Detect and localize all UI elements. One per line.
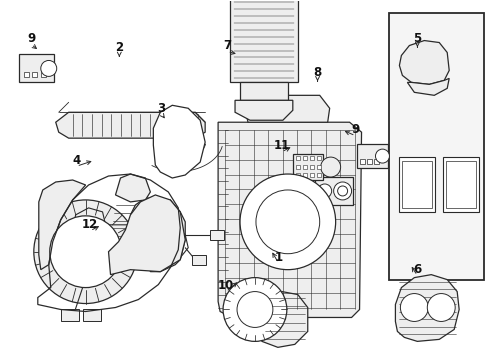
- Bar: [309, 165, 313, 168]
- Bar: [446, 161, 475, 208]
- Circle shape: [337, 186, 347, 196]
- Bar: [192, 255, 206, 265]
- Bar: [302, 165, 306, 168]
- Bar: [442, 157, 478, 212]
- Polygon shape: [130, 198, 185, 272]
- Circle shape: [255, 190, 319, 254]
- Polygon shape: [244, 95, 329, 122]
- Text: 12: 12: [82, 218, 98, 231]
- Polygon shape: [235, 100, 292, 120]
- Text: 6: 6: [412, 263, 421, 276]
- Text: 11: 11: [273, 139, 289, 152]
- Text: 3: 3: [157, 102, 165, 115]
- Bar: [309, 156, 313, 160]
- Circle shape: [237, 292, 272, 328]
- Bar: [24, 72, 29, 77]
- Polygon shape: [39, 180, 85, 270]
- Bar: [295, 165, 299, 168]
- Bar: [19, 54, 54, 82]
- Bar: [356, 144, 387, 168]
- Bar: [210, 230, 224, 240]
- Bar: [292, 154, 322, 180]
- Polygon shape: [218, 122, 361, 318]
- Circle shape: [400, 293, 427, 321]
- Bar: [295, 173, 299, 177]
- Bar: [302, 156, 306, 160]
- Bar: [374, 159, 379, 164]
- Circle shape: [427, 293, 454, 321]
- Bar: [41, 72, 46, 77]
- Bar: [295, 156, 299, 160]
- Circle shape: [320, 157, 340, 177]
- Bar: [402, 161, 431, 208]
- Text: 5: 5: [412, 32, 421, 45]
- Circle shape: [41, 60, 57, 76]
- Circle shape: [333, 182, 351, 200]
- Polygon shape: [399, 41, 448, 84]
- Polygon shape: [262, 292, 307, 347]
- Bar: [240, 82, 287, 100]
- Text: 7: 7: [223, 39, 231, 52]
- Bar: [82, 310, 101, 321]
- Text: 4: 4: [72, 154, 81, 167]
- Bar: [388, 13, 483, 280]
- Circle shape: [375, 149, 388, 163]
- Text: 2: 2: [115, 41, 123, 54]
- Bar: [316, 173, 320, 177]
- Bar: [399, 157, 434, 212]
- Polygon shape: [56, 112, 205, 138]
- Circle shape: [240, 174, 335, 270]
- Bar: [32, 72, 37, 77]
- Text: 8: 8: [313, 66, 321, 79]
- Polygon shape: [108, 195, 185, 275]
- Circle shape: [317, 184, 331, 198]
- Bar: [366, 159, 371, 164]
- Bar: [229, 0, 297, 82]
- Polygon shape: [115, 174, 150, 202]
- Bar: [316, 165, 320, 168]
- Circle shape: [50, 216, 121, 288]
- Bar: [61, 310, 79, 321]
- Polygon shape: [395, 275, 458, 341]
- Bar: [314, 177, 352, 205]
- Text: 9: 9: [351, 123, 359, 136]
- Bar: [359, 159, 364, 164]
- Polygon shape: [153, 105, 205, 178]
- Text: 10: 10: [218, 279, 234, 292]
- Circle shape: [34, 200, 137, 303]
- Text: 1: 1: [274, 251, 282, 264]
- Circle shape: [223, 278, 286, 341]
- Bar: [309, 173, 313, 177]
- Bar: [302, 173, 306, 177]
- Bar: [316, 156, 320, 160]
- Text: 9: 9: [27, 32, 35, 45]
- Polygon shape: [407, 78, 448, 95]
